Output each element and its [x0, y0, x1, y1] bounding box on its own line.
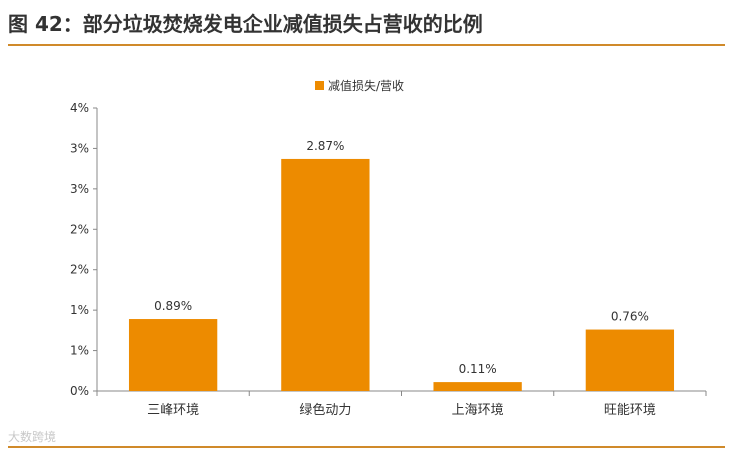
x-tick-label: 上海环境: [452, 403, 504, 418]
x-tick-label: 绿色动力: [299, 402, 351, 418]
y-tick-label: 0%: [70, 384, 89, 398]
bar-2: [281, 158, 370, 391]
bar-1: [128, 319, 218, 391]
y-tick-label: 3%: [70, 141, 89, 155]
data-label: 0.89%: [154, 299, 192, 313]
y-tick-label: 3%: [70, 182, 89, 196]
y-tick-label: 4%: [70, 101, 89, 115]
data-label: 0.11%: [459, 362, 497, 376]
bar-4: [585, 329, 675, 391]
y-tick-label: 2%: [70, 222, 89, 236]
watermark-text: 大数跨境: [8, 430, 57, 444]
bar-3: [433, 382, 522, 391]
y-tick-label: 1%: [70, 303, 89, 317]
data-label: 2.87%: [306, 139, 344, 153]
legend-label: 减值损失/营收: [328, 78, 404, 93]
figure-title: 图 42：部分垃圾焚烧发电企业减值损失占营收的比例: [8, 12, 483, 36]
data-label: 0.76%: [611, 310, 649, 324]
y-tick-label: 2%: [70, 263, 89, 277]
legend-swatch: [315, 81, 324, 90]
bottom-divider: [8, 446, 725, 448]
y-tick-label: 1%: [70, 344, 89, 358]
top-divider: [8, 44, 725, 46]
x-tick-label: 三峰环境: [147, 403, 199, 418]
x-tick-label: 旺能环境: [604, 403, 656, 418]
